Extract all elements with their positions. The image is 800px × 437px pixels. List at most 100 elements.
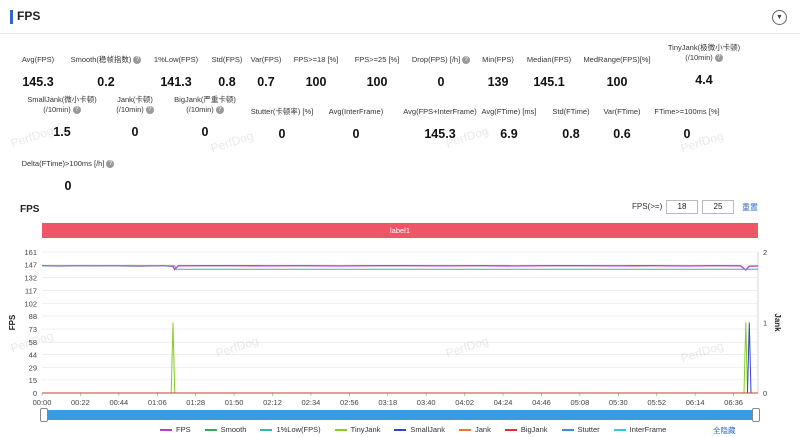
stat-value: 0.7	[257, 75, 275, 89]
help-icon[interactable]: ?	[145, 106, 154, 115]
help-icon[interactable]: ?	[133, 56, 142, 65]
help-icon[interactable]: ?	[106, 160, 115, 169]
stat-label: TinyJank(极微小卡顿)	[667, 43, 741, 52]
y-tick-label-right: 1	[763, 319, 767, 328]
x-tick-label: 00:22	[71, 398, 90, 407]
stat-item: Jank(卡顿) (/10min)? 0	[75, 95, 195, 139]
x-tick-label: 00:00	[33, 398, 52, 407]
chevron-down-icon[interactable]: ▼	[772, 10, 787, 25]
stat-value: 145.1	[533, 75, 565, 89]
stat-value: 0.8	[562, 127, 580, 141]
x-tick-label: 01:06	[148, 398, 167, 407]
legend-item[interactable]: Smooth	[204, 425, 247, 434]
y-tick-label-left: 44	[29, 350, 37, 359]
scroll-handle-right[interactable]	[752, 408, 760, 422]
x-tick-label: 05:30	[609, 398, 628, 407]
legend-item[interactable]: BigJank	[504, 425, 548, 434]
stat-value: 141.3	[160, 75, 192, 89]
stat-label: SmallJank(微小卡顿)	[27, 95, 97, 104]
stat-value: 100	[606, 75, 628, 89]
stat-label: FTime>=100ms [%]	[654, 107, 720, 116]
section-header: FPS ▼	[0, 0, 800, 34]
y-tick-label-left: 29	[29, 364, 37, 373]
legend-swatch	[334, 428, 347, 431]
x-tick-label: 02:12	[263, 398, 282, 407]
x-tick-label: 05:52	[647, 398, 666, 407]
y-tick-label-left: 0	[33, 389, 37, 398]
stat-value: 0	[64, 179, 72, 193]
fps-threshold-input-2[interactable]: 25	[702, 200, 734, 214]
legend-item[interactable]: Jank	[458, 425, 491, 434]
series-line-1-low-fps-	[42, 265, 758, 270]
stat-label: Jank(卡顿)	[117, 95, 153, 104]
help-icon[interactable]: ?	[215, 106, 224, 115]
fps-chart[interactable]: 0 15 29 44 58 73 88 102 117 132 147 161 0 1 2 00:00 00:2…	[0, 240, 800, 408]
x-tick-label: 01:50	[225, 398, 244, 407]
stat-label: Avg(FTime) [ms]	[481, 107, 537, 116]
legend-item[interactable]: SmallJank	[394, 425, 445, 434]
stat-value: 0	[437, 75, 445, 89]
stat-label: Avg(FPS)	[21, 55, 55, 64]
stat-value: 139	[487, 75, 509, 89]
legend-swatch	[458, 428, 471, 431]
stat-item: TinyJank(极微小卡顿) (/10min)? 4.4	[644, 43, 764, 87]
stat-item: SmallJank(微小卡顿) (/10min)? 1.5	[2, 95, 122, 139]
stat-item: MedRange(FPS)[%] 100	[557, 55, 677, 89]
legend-swatch	[561, 428, 574, 431]
stat-label-unit: (/10min)?	[145, 105, 265, 115]
time-range-scrollbar[interactable]	[44, 410, 755, 420]
stat-value: 0.6	[613, 127, 631, 141]
scroll-handle-left[interactable]	[40, 408, 48, 422]
stat-value: 6.9	[500, 127, 518, 141]
legend-swatch	[504, 428, 517, 431]
stat-label: BigJank(严重卡顿)	[174, 95, 236, 104]
label-band[interactable]: label1	[42, 223, 758, 238]
series-line-tinyjank	[42, 322, 758, 394]
section-title: FPS	[17, 9, 41, 23]
fps-filter-label: FPS(>=)	[632, 202, 663, 211]
legend-item[interactable]: FPS	[160, 425, 191, 434]
stat-label: Drop(FPS) [/h]?	[381, 55, 501, 65]
y-tick-label-left: 15	[29, 376, 37, 385]
stat-item: FTime>=100ms [%] 0	[627, 107, 747, 141]
x-tick-label: 01:28	[186, 398, 205, 407]
legend-label: Jank	[474, 425, 491, 434]
legend-swatch	[394, 428, 407, 431]
stat-item: Drop(FPS) [/h]? 0	[381, 55, 501, 89]
stat-item: Stutter(卡顿率) [%] 0	[222, 107, 342, 141]
legend-item[interactable]: InterFrame	[613, 425, 667, 434]
help-icon[interactable]: ?	[462, 56, 471, 65]
legend-item[interactable]: 1%Low(FPS)	[260, 425, 321, 434]
stat-label: Stutter(卡顿率) [%]	[250, 107, 314, 116]
stat-item: Var(FTime) 0.6	[562, 107, 682, 141]
stat-item: FPS>=25 [%] 100	[317, 55, 437, 89]
hide-all-button[interactable]: 全隐藏	[713, 426, 736, 435]
chart-legend: FPS Smooth 1%Low(FPS) TinyJank SmallJank Jank…	[160, 425, 666, 434]
x-tick-label: 06:14	[686, 398, 705, 407]
stat-item: Avg(FPS+InterFrame) 145.3	[380, 107, 500, 141]
stat-label: Var(FPS)	[250, 55, 282, 64]
y-tick-label-left: 88	[29, 312, 37, 321]
legend-item[interactable]: TinyJank	[334, 425, 381, 434]
legend-swatch	[160, 428, 172, 431]
stat-label: FPS>=25 [%]	[354, 55, 400, 64]
stat-value: 145.3	[22, 75, 54, 89]
stat-item: Min(FPS) 139	[438, 55, 558, 89]
stat-label: Std(FTime)	[552, 107, 590, 116]
legend-item[interactable]: Stutter	[561, 425, 600, 434]
stat-label: Min(FPS)	[482, 55, 514, 64]
y-tick-label-left: 132	[24, 273, 37, 282]
fps-threshold-input-1[interactable]: 18	[666, 200, 698, 214]
y-tick-label-left: 102	[24, 300, 37, 309]
help-icon[interactable]: ?	[714, 54, 723, 63]
x-tick-label: 05:08	[570, 398, 589, 407]
legend-label: InterFrame	[629, 425, 667, 434]
legend-label: TinyJank	[350, 425, 381, 434]
y-tick-label-left: 117	[25, 287, 37, 296]
help-icon[interactable]: ?	[72, 106, 81, 115]
stat-item: Avg(FPS) 145.3	[0, 55, 98, 89]
reset-button[interactable]: 重置	[742, 203, 758, 212]
legend-label: Stutter	[577, 425, 600, 434]
stat-label: Median(FPS)	[526, 55, 572, 64]
legend-label: Smooth	[220, 425, 247, 434]
